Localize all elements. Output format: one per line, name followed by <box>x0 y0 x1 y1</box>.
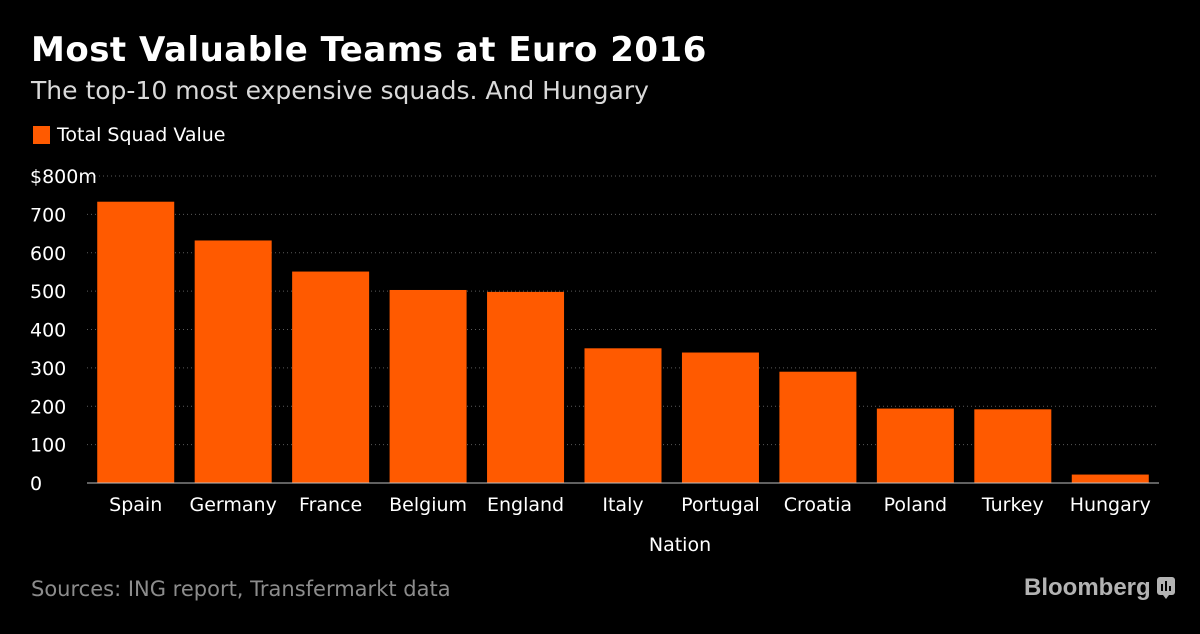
brand: Bloomberg <box>1024 574 1175 602</box>
y-tick-label: 700 <box>30 204 66 226</box>
x-tick-label: Germany <box>190 494 277 516</box>
legend-label: Total Squad Value <box>57 124 226 146</box>
y-tick-label: $800m <box>30 166 97 188</box>
bar <box>97 201 175 483</box>
y-tick-label: 100 <box>30 435 66 457</box>
brand-name: Bloomberg <box>1024 574 1151 601</box>
bar <box>194 240 272 483</box>
bar <box>681 352 759 483</box>
x-tick-label: Croatia <box>784 494 852 516</box>
source-note: Sources: ING report, Transfermarkt data <box>31 577 451 601</box>
x-tick-label: England <box>487 494 564 516</box>
x-axis-title: Nation <box>649 534 711 556</box>
bar <box>779 371 857 483</box>
x-tick-label: Belgium <box>389 494 467 516</box>
chart-subtitle: The top-10 most expensive squads. And Hu… <box>31 76 649 105</box>
x-tick-label: Italy <box>602 494 643 516</box>
x-tick-label: Portugal <box>681 494 760 516</box>
x-tick-label: Turkey <box>981 494 1044 516</box>
legend: Total Squad Value <box>33 124 226 146</box>
y-tick-label: 300 <box>30 358 66 380</box>
y-tick-label: 400 <box>30 320 66 342</box>
bar <box>389 289 467 483</box>
y-tick-label: 0 <box>30 473 42 495</box>
x-tick-label: Poland <box>884 494 947 516</box>
bar <box>1071 474 1149 483</box>
x-tick-label: Hungary <box>1070 494 1151 516</box>
bloomberg-logo-icon <box>1156 577 1175 599</box>
y-tick-label: 200 <box>30 396 66 418</box>
chart-title: Most Valuable Teams at Euro 2016 <box>31 30 707 70</box>
bar <box>487 291 565 483</box>
bar <box>292 271 370 483</box>
bar <box>584 348 662 483</box>
x-tick-label: Spain <box>109 494 162 516</box>
y-tick-label: 600 <box>30 243 66 265</box>
bar <box>974 409 1052 483</box>
x-tick-label: France <box>299 494 362 516</box>
y-tick-label: 500 <box>30 281 66 303</box>
bar <box>876 408 954 483</box>
legend-swatch <box>33 126 50 144</box>
